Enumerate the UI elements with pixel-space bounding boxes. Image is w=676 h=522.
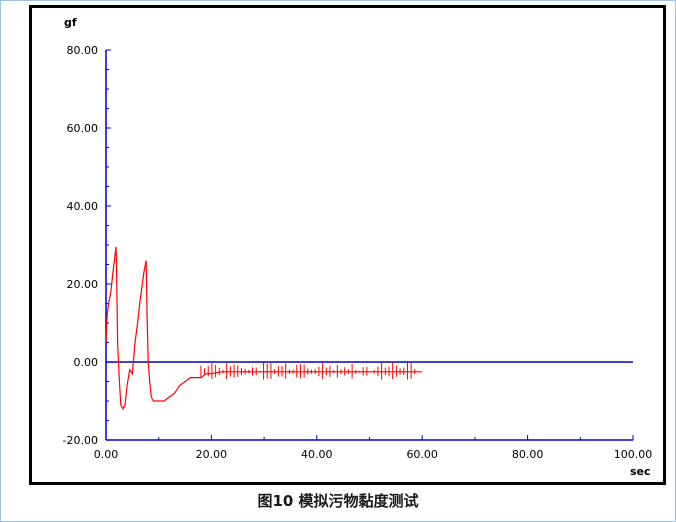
y-tick-label: 40.00 bbox=[67, 200, 99, 213]
y-tick-label: 80.00 bbox=[67, 44, 99, 57]
x-tick-label: 100.00 bbox=[614, 448, 653, 461]
y-axis-label: gf bbox=[64, 16, 77, 29]
y-tick-label: -20.00 bbox=[63, 434, 98, 447]
y-tick-label: 20.00 bbox=[67, 278, 99, 291]
x-tick-label: 80.00 bbox=[512, 448, 544, 461]
x-tick-label: 20.00 bbox=[196, 448, 228, 461]
y-tick-label: 0.00 bbox=[74, 356, 99, 369]
series-line bbox=[105, 246, 423, 411]
tick-marks bbox=[105, 49, 634, 441]
figure-caption: 图10 模拟污物黏度测试 bbox=[257, 492, 419, 510]
chart-frame: 80.00 60.00 40.00 20.00 0.00 -20.00 0.00 20.00 4… bbox=[29, 5, 666, 485]
x-axis-label: sec bbox=[630, 465, 651, 478]
x-tick-label: 60.00 bbox=[406, 448, 438, 461]
x-tick-label: 0.00 bbox=[94, 448, 119, 461]
series bbox=[105, 246, 423, 411]
x-tick-label: 40.00 bbox=[301, 448, 333, 461]
y-tick-label: 60.00 bbox=[67, 122, 99, 135]
